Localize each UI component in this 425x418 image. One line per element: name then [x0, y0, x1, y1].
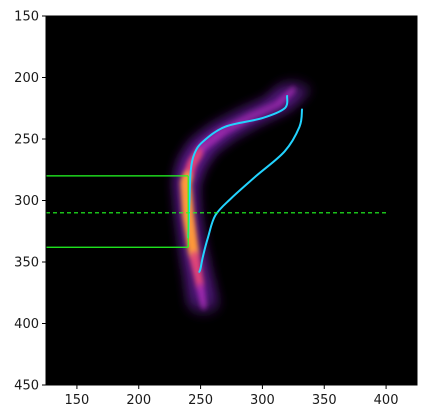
x-tick-label: 400 — [374, 393, 399, 408]
density-core — [199, 300, 208, 311]
series-layer — [187, 95, 303, 273]
x-axis: 150 200 250 300 350 400 — [65, 385, 399, 408]
y-tick-label: 400 — [14, 317, 39, 332]
x-tick-label: 150 — [65, 393, 90, 408]
y-tick-label: 150 — [14, 10, 39, 25]
y-tick-label: 450 — [14, 379, 39, 394]
x-tick-label: 350 — [312, 393, 337, 408]
x-tick-label: 250 — [188, 393, 213, 408]
y-axis: 150 200 250 300 350 400 450 — [14, 10, 46, 394]
y-tick-label: 350 — [14, 256, 39, 271]
plot-background — [46, 16, 417, 385]
series-curve-1 — [187, 95, 289, 239]
y-tick-label: 250 — [14, 133, 39, 148]
density-heatmap — [172, 79, 312, 316]
series-curve-2 — [198, 108, 303, 273]
y-tick-label: 300 — [14, 194, 39, 209]
y-tick-label: 200 — [14, 71, 39, 86]
x-tick-label: 200 — [126, 393, 151, 408]
overlay-layer — [46, 175, 387, 248]
x-tick-label: 300 — [250, 393, 275, 408]
